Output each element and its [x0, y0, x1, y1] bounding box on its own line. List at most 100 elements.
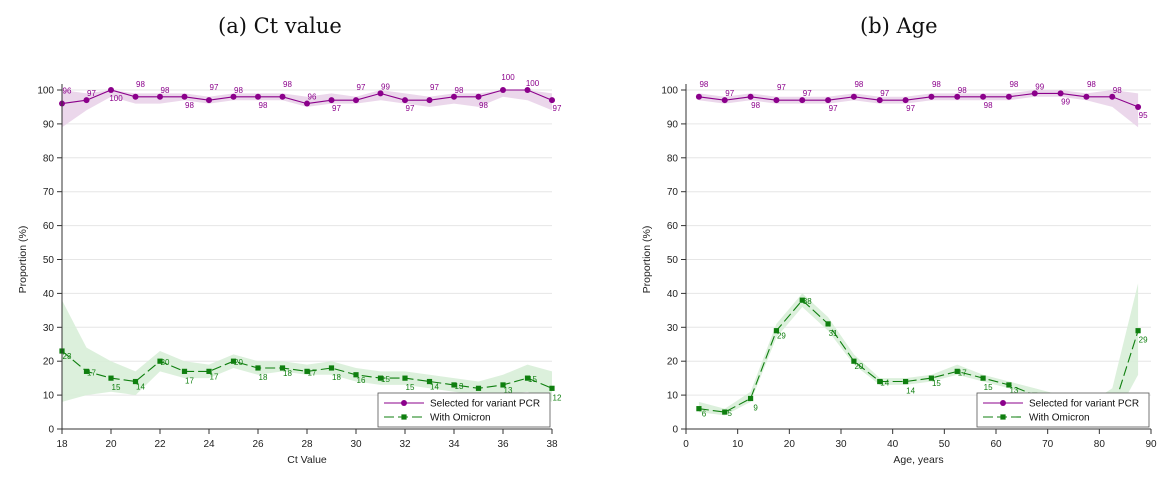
data-point	[279, 365, 286, 371]
data-label: 97	[880, 89, 889, 98]
data-label: 17	[87, 368, 96, 377]
data-label: 15	[528, 375, 537, 384]
data-point	[500, 87, 506, 93]
x-axis-title: Ct Value	[287, 454, 327, 466]
data-point	[773, 97, 780, 104]
y-tick-label: 40	[667, 289, 679, 300]
x-tick-label: 40	[887, 439, 899, 450]
data-point	[108, 375, 114, 381]
data-label: 17	[185, 376, 194, 385]
data-label: 98	[1009, 80, 1018, 89]
data-point	[279, 93, 286, 100]
y-axis-title: Proportion (%)	[641, 226, 653, 294]
data-point	[132, 93, 139, 100]
x-tick-label: 38	[546, 439, 558, 450]
y-tick-label: 100	[37, 86, 54, 97]
data-label: 98	[1113, 86, 1122, 95]
data-point	[773, 328, 780, 334]
y-tick-label: 0	[48, 425, 54, 436]
data-point	[426, 378, 433, 385]
data-point	[696, 406, 702, 412]
data-point	[1135, 103, 1142, 110]
data-label: 99	[381, 82, 390, 91]
data-label: 14	[430, 383, 439, 392]
data-point	[1083, 93, 1090, 100]
data-label: 98	[161, 86, 170, 95]
data-point	[549, 97, 555, 104]
data-point	[877, 378, 883, 385]
data-point	[1031, 90, 1038, 97]
data-label: 98	[699, 80, 708, 89]
data-point	[876, 97, 883, 104]
data-point	[1006, 382, 1012, 388]
data-point	[181, 368, 188, 374]
data-point	[524, 87, 531, 93]
data-point	[377, 90, 384, 97]
data-label: 99	[1035, 82, 1044, 91]
data-label: 99	[1061, 97, 1070, 106]
y-tick-label: 0	[672, 425, 678, 436]
data-point	[304, 100, 310, 107]
data-label: 100	[526, 79, 540, 88]
x-tick-label: 20	[105, 439, 117, 450]
data-label: 6	[702, 410, 707, 419]
data-point	[83, 368, 90, 374]
y-tick-label: 40	[43, 289, 55, 300]
data-point	[328, 97, 335, 104]
data-label: 98	[984, 101, 993, 110]
data-label: 97	[829, 104, 838, 113]
data-label: 9	[753, 403, 758, 412]
x-tick-label: 32	[399, 439, 411, 450]
data-label: 16	[357, 376, 366, 385]
data-label: 17	[958, 368, 967, 377]
legend-label: Selected for variant PCR	[1029, 399, 1139, 410]
data-point	[954, 93, 961, 100]
legend-label: With Omicron	[430, 413, 491, 424]
y-tick-label: 60	[43, 221, 55, 232]
data-label: 98	[854, 80, 863, 89]
legend-swatch-marker	[1000, 414, 1006, 420]
y-axis-title: Proportion (%)	[17, 226, 29, 294]
data-point	[328, 365, 335, 371]
x-tick-label: 22	[154, 439, 166, 450]
data-point	[1109, 93, 1116, 100]
data-point	[157, 358, 163, 364]
data-label: 95	[1139, 111, 1148, 120]
x-tick-label: 18	[56, 439, 68, 450]
data-label: 12	[553, 393, 562, 402]
data-point	[524, 375, 531, 381]
data-point	[230, 358, 237, 364]
data-label: 98	[958, 86, 967, 95]
y-tick-label: 70	[43, 187, 55, 198]
data-label: 17	[210, 372, 219, 381]
y-tick-label: 50	[667, 255, 679, 266]
data-label: 20	[854, 362, 863, 371]
data-label: 97	[777, 83, 786, 92]
data-point	[902, 378, 909, 385]
data-label: 13	[504, 386, 513, 395]
data-point	[132, 378, 139, 385]
data-label: 97	[87, 89, 96, 98]
chart-age: 0 10 20 30 40 50 60 70 80 90 100 0 10 20 30 40 50 60 70 80 9…	[641, 80, 1157, 466]
data-label: 98	[455, 86, 464, 95]
data-label: 97	[332, 104, 341, 113]
data-label: 5	[728, 409, 733, 418]
x-tick-label: 10	[732, 439, 744, 450]
x-tick-label: 34	[448, 439, 460, 450]
data-point	[83, 97, 90, 104]
x-tick-label: 0	[683, 439, 689, 450]
x-tick-label: 30	[350, 439, 362, 450]
data-label: 18	[283, 369, 292, 378]
data-label: 98	[234, 86, 243, 95]
legend-label: Selected for variant PCR	[430, 399, 540, 410]
y-tick-label: 10	[667, 391, 679, 402]
data-label: 31	[829, 329, 838, 338]
data-point	[799, 97, 806, 104]
x-tick-label: 50	[939, 439, 951, 450]
legend-swatch-marker	[401, 400, 407, 406]
data-label: 18	[332, 373, 341, 382]
data-point	[402, 97, 408, 104]
y-tick-label: 20	[667, 357, 679, 368]
data-point	[230, 93, 237, 100]
legend-box	[377, 392, 551, 428]
